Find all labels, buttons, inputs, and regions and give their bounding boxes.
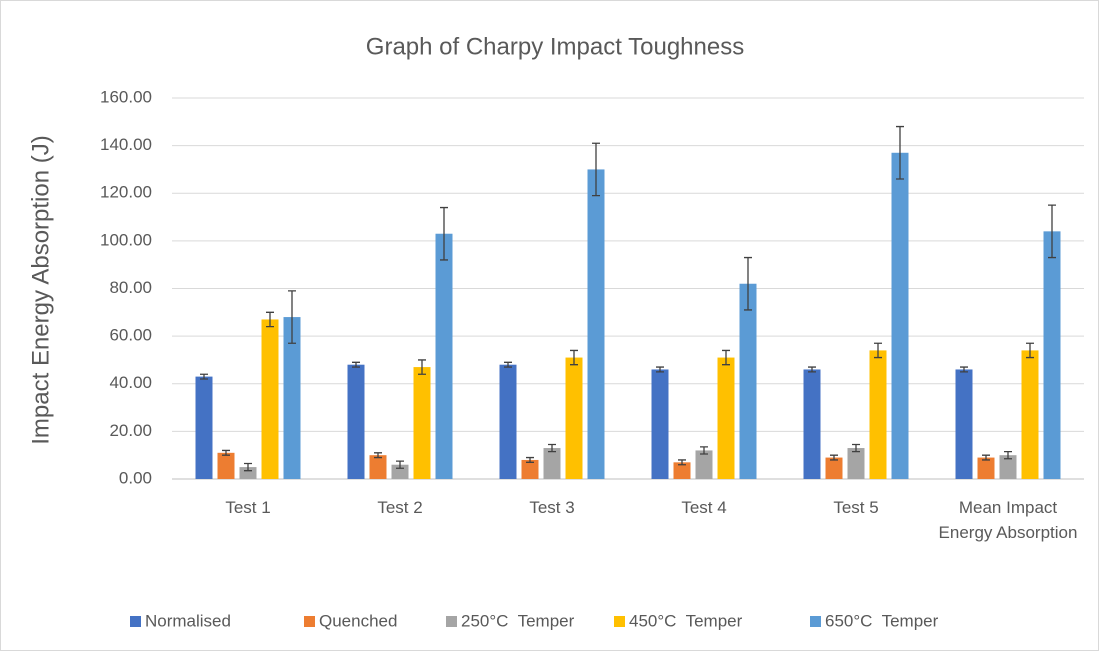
bar bbox=[413, 367, 431, 479]
y-axis-label: Impact Energy Absorption (J) bbox=[27, 135, 54, 444]
error-bar bbox=[352, 361, 360, 368]
legend-label: Quenched bbox=[319, 611, 397, 630]
legend-label: 650°C Temper bbox=[825, 611, 939, 630]
bar bbox=[543, 448, 561, 479]
legend-swatch bbox=[304, 616, 315, 627]
error-bar bbox=[896, 125, 904, 180]
error-bar bbox=[874, 342, 882, 359]
bar bbox=[587, 169, 605, 479]
y-tick-label: 40.00 bbox=[109, 373, 152, 392]
bar bbox=[435, 233, 453, 479]
error-bar bbox=[982, 454, 990, 461]
x-tick-label: Test 5 bbox=[833, 498, 879, 517]
legend-swatch bbox=[614, 616, 625, 627]
x-tick-label: Test 4 bbox=[681, 498, 727, 517]
bar bbox=[695, 450, 713, 479]
bar bbox=[651, 369, 669, 479]
bar bbox=[717, 357, 735, 479]
legend-label: 250°C Temper bbox=[461, 611, 575, 630]
error-bar bbox=[1048, 204, 1056, 259]
chart-title: Graph of Charpy Impact Toughness bbox=[366, 33, 744, 60]
error-bar bbox=[374, 452, 382, 459]
y-tick-label: 20.00 bbox=[109, 421, 152, 440]
bar bbox=[391, 464, 409, 479]
error-bar bbox=[678, 459, 686, 466]
error-bar bbox=[592, 142, 600, 197]
error-bar bbox=[288, 290, 296, 344]
error-bar bbox=[1026, 342, 1034, 359]
bar bbox=[739, 283, 757, 479]
x-tick-label: Test 3 bbox=[529, 498, 575, 517]
error-bar bbox=[830, 454, 838, 461]
bar bbox=[283, 317, 301, 479]
bar bbox=[1021, 350, 1039, 479]
error-bar bbox=[656, 366, 664, 373]
error-bar bbox=[570, 349, 578, 366]
error-bar bbox=[808, 366, 816, 373]
y-tick-label: 80.00 bbox=[109, 278, 152, 297]
legend-label: Normalised bbox=[145, 611, 231, 630]
y-tick-label: 0.00 bbox=[119, 468, 152, 487]
bar bbox=[347, 364, 365, 479]
bar bbox=[977, 457, 995, 479]
legend-swatch bbox=[810, 616, 821, 627]
error-bar bbox=[222, 449, 230, 456]
error-bar bbox=[266, 311, 274, 328]
error-bar bbox=[960, 366, 968, 373]
x-tick-label: Test 2 bbox=[377, 498, 423, 517]
x-tick-label: Mean Impact Energy Absorption bbox=[938, 498, 1078, 542]
bar bbox=[869, 350, 887, 479]
y-tick-label: 100.00 bbox=[100, 230, 152, 249]
y-tick-label: 160.00 bbox=[100, 87, 152, 106]
bar bbox=[825, 457, 843, 479]
legend-swatch bbox=[130, 616, 141, 627]
error-bar bbox=[852, 443, 860, 453]
error-bar bbox=[700, 446, 708, 455]
error-bar bbox=[548, 443, 556, 453]
error-bar bbox=[744, 256, 752, 311]
legend-swatch bbox=[446, 616, 457, 627]
bar bbox=[239, 467, 257, 479]
error-bar bbox=[244, 462, 252, 472]
bar bbox=[195, 376, 213, 479]
bar bbox=[499, 364, 517, 479]
error-bar bbox=[200, 373, 208, 380]
error-bar bbox=[396, 460, 404, 469]
bar bbox=[565, 357, 583, 479]
bar bbox=[369, 455, 387, 479]
error-bar bbox=[526, 456, 534, 463]
error-bar bbox=[1004, 450, 1012, 460]
bar bbox=[261, 319, 279, 479]
bar bbox=[673, 462, 691, 479]
y-tick-label: 140.00 bbox=[100, 135, 152, 154]
bar bbox=[217, 452, 235, 479]
y-tick-label: 120.00 bbox=[100, 183, 152, 202]
error-bar bbox=[722, 349, 730, 366]
bar bbox=[891, 152, 909, 480]
bar bbox=[803, 369, 821, 479]
bar bbox=[847, 448, 865, 479]
bar bbox=[955, 369, 973, 479]
error-bar bbox=[440, 206, 448, 261]
bar bbox=[521, 459, 539, 479]
error-bar bbox=[418, 359, 426, 375]
bar bbox=[1043, 231, 1061, 479]
error-bar bbox=[504, 361, 512, 368]
y-tick-label: 60.00 bbox=[109, 326, 152, 345]
legend-label: 450°C Temper bbox=[629, 611, 743, 630]
x-tick-label: Test 1 bbox=[225, 498, 271, 517]
bar bbox=[999, 455, 1017, 479]
